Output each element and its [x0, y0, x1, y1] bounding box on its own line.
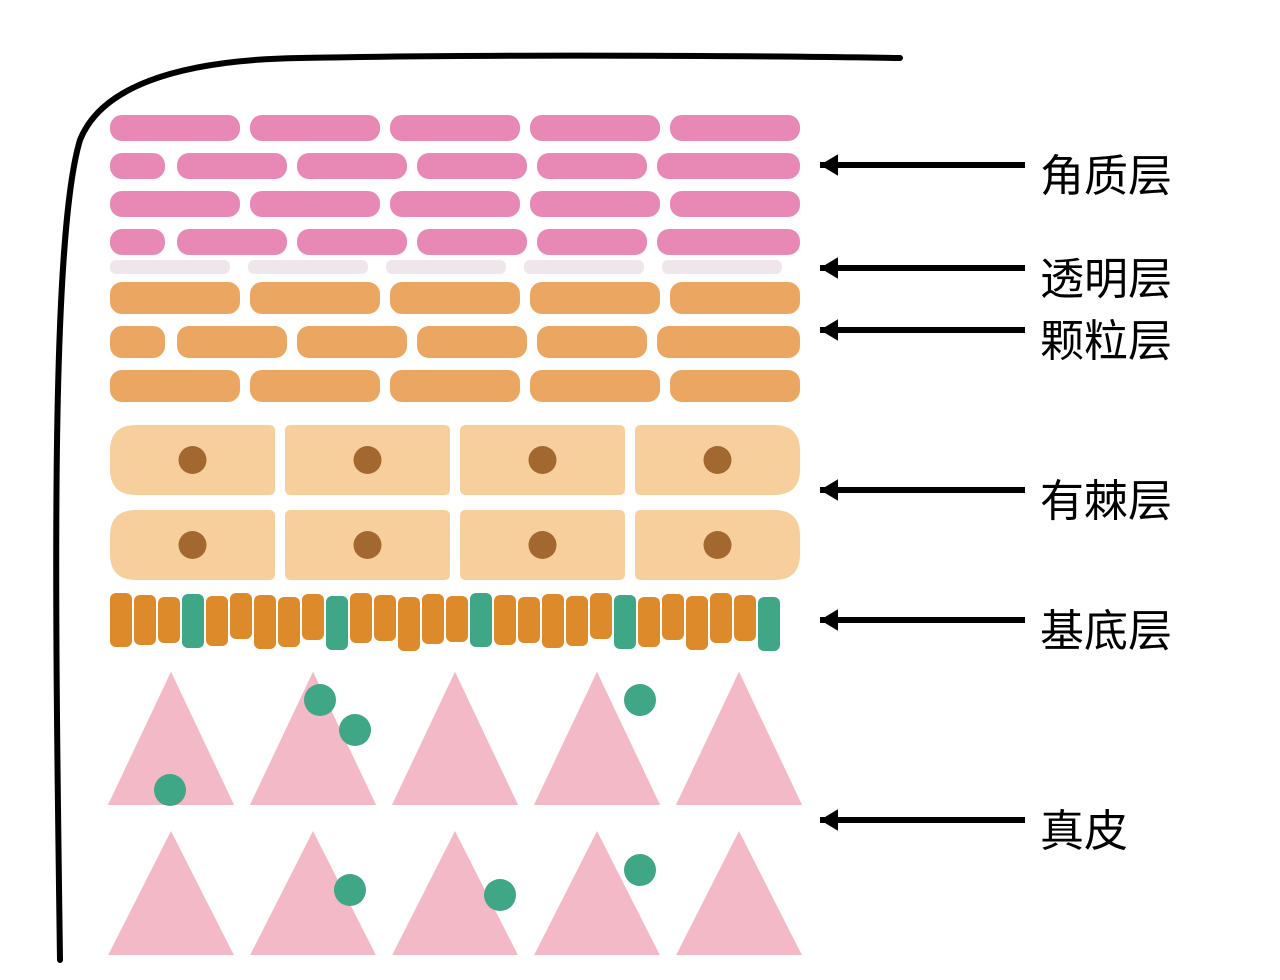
- label-dermis: 真皮: [1040, 795, 1128, 859]
- label-stratum-spinosum: 有棘层: [1040, 465, 1172, 529]
- label-stratum-corneum: 角质层: [1040, 140, 1172, 204]
- label-stratum-basale: 基底层: [1040, 595, 1172, 659]
- label-stratum-lucidum: 透明层: [1040, 243, 1172, 307]
- label-stratum-granulosum: 颗粒层: [1040, 305, 1172, 369]
- skin-layers-diagram: 角质层透明层颗粒层有棘层基底层真皮: [0, 0, 1280, 980]
